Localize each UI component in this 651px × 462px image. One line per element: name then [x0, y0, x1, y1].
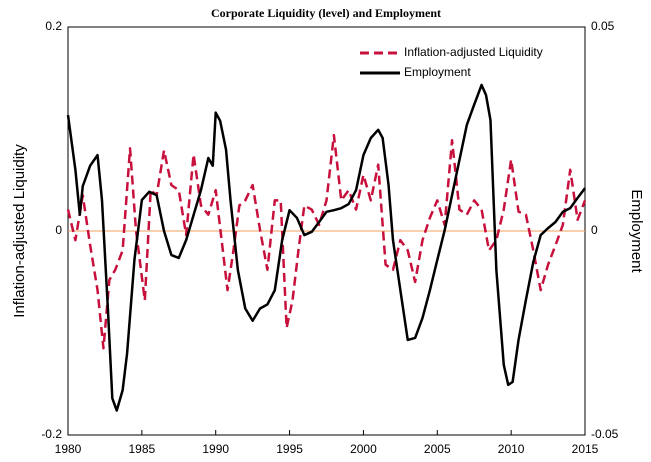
y-tick-label: 0: [55, 223, 62, 237]
series-line: [66, 133, 587, 350]
x-tick-label: 1995: [276, 442, 303, 456]
legend-label: Employment: [404, 65, 471, 79]
legend-label: Inflation-adjusted Liquidity: [404, 45, 543, 59]
y2-tick-label: 0: [591, 223, 598, 237]
x-tick-label: 1985: [129, 442, 156, 456]
series-line: [66, 83, 586, 412]
x-tick-label: 1980: [55, 442, 82, 456]
x-tick-label: 2005: [424, 442, 451, 456]
y2-tick-label: -0.05: [591, 427, 619, 441]
y2-axis-label: Employment: [628, 189, 645, 273]
x-tick-label: 2000: [350, 442, 377, 456]
chart-title: Corporate Liquidity (level) and Employme…: [211, 6, 441, 20]
y-axis-label: Inflation-adjusted Liquidity: [11, 144, 28, 318]
x-tick-label: 2010: [498, 442, 525, 456]
y-tick-label: -0.2: [41, 427, 62, 441]
y2-tick-label: 0.05: [591, 19, 615, 33]
x-tick-label: 2015: [572, 442, 599, 456]
y-tick-label: 0.2: [45, 19, 62, 33]
x-tick-label: 1990: [202, 442, 229, 456]
